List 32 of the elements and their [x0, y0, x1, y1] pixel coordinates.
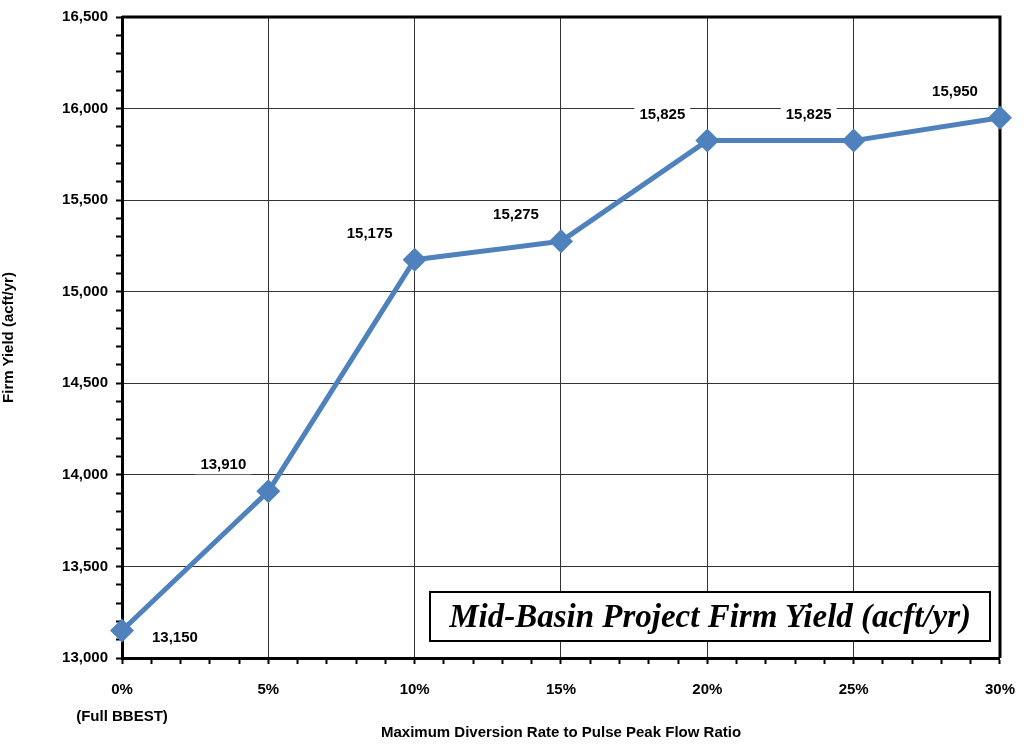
y-tick-label: 13,500 — [62, 556, 108, 574]
y-tick-label: 13,000 — [62, 648, 108, 666]
point — [256, 479, 281, 504]
x-tick-label: 30% — [984, 679, 1015, 697]
point — [549, 229, 573, 254]
x-tick-label: 20% — [692, 679, 723, 697]
y-tick-label: 15,000 — [62, 281, 108, 299]
y-tick-label: 15,500 — [62, 190, 108, 208]
y-tick-label: 16,000 — [62, 98, 108, 116]
x-axis-title: Maximum Diversion Rate to Pulse Peak Flow Ratio — [380, 723, 742, 741]
x-tick-label: 15% — [545, 679, 577, 697]
y-axis-title: Firm Yield (acft/yr) — [0, 272, 17, 403]
x-tick-label: 5% — [257, 679, 280, 697]
text: Mid-Basin Project Firm Yield (acft/yr) — [429, 591, 991, 642]
point — [695, 128, 720, 153]
point — [841, 128, 866, 153]
y-tick-label: 14,500 — [62, 373, 108, 391]
data-label: 15,825 — [785, 104, 832, 122]
y-tick-label: 16,500 — [62, 7, 108, 25]
x-tick-label: 0% (Full BBEST) — [76, 679, 168, 724]
point — [110, 618, 134, 643]
data-label: 13,150 — [151, 627, 198, 645]
data-label: 15,950 — [932, 81, 978, 99]
point — [987, 105, 1012, 130]
data-label: 15,825 — [639, 104, 686, 122]
x-tick-label: 25% — [838, 679, 869, 697]
y-tick-label: 14,000 — [62, 465, 108, 482]
data-label: 15,275 — [493, 205, 539, 223]
x-tick-label: 10% — [399, 679, 430, 697]
data-label: 15,175 — [346, 223, 393, 241]
point — [402, 247, 427, 272]
data-label: 13,910 — [200, 455, 247, 473]
